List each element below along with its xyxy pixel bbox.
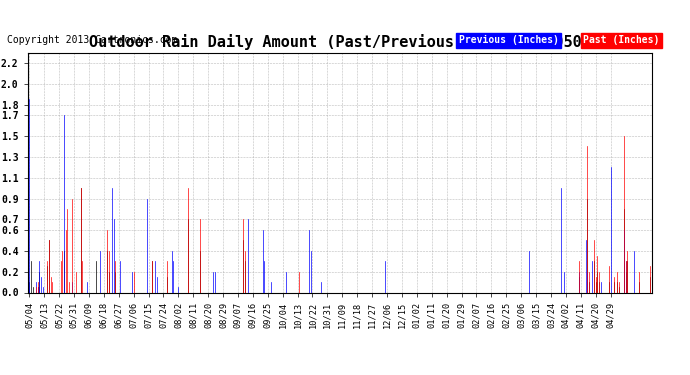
Text: Previous (Inches): Previous (Inches) — [459, 35, 559, 45]
Text: Past (Inches): Past (Inches) — [583, 35, 660, 45]
Title: Outdoor Rain Daily Amount (Past/Previous Year) 20130504: Outdoor Rain Daily Amount (Past/Previous… — [89, 34, 591, 50]
Text: Copyright 2013 Cartronics.com: Copyright 2013 Cartronics.com — [7, 35, 177, 45]
